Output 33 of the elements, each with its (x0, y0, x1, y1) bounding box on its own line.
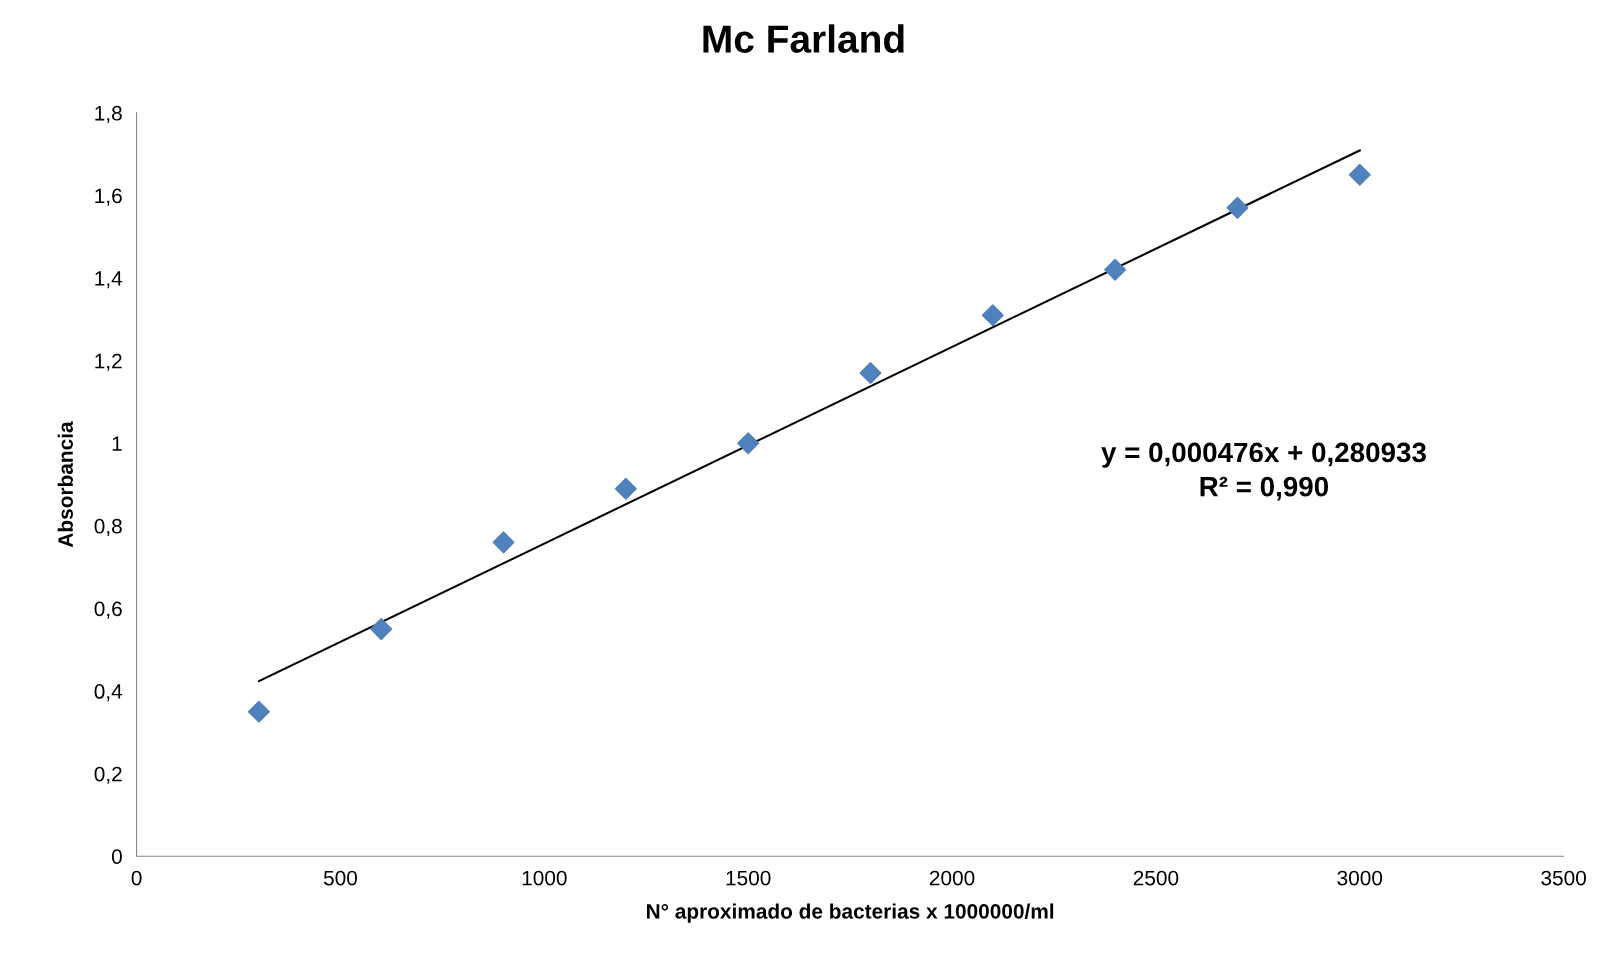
x-tick-label: 1500 (726, 870, 771, 886)
point (370, 618, 393, 641)
x-tick-label: 2000 (929, 870, 975, 886)
y-tick-label: 1,8 (95, 105, 122, 124)
y-tick-label: 1,2 (95, 353, 122, 371)
y-axis-title: Absorbancia (57, 421, 73, 548)
x-tick-label: 0 (131, 870, 142, 886)
point (1226, 196, 1249, 219)
annotation: R² = 0,990 (1200, 476, 1329, 501)
x-axis-title: N° aproximado de bacterias x 1000000/ml (647, 903, 1054, 923)
y-tick-label: 1 (112, 436, 122, 451)
y-tick-label: 0 (111, 849, 122, 864)
x-tick-label: 2500 (1133, 870, 1179, 886)
x-tick-label: 3500 (1541, 870, 1586, 886)
y-tick-label: 0,6 (94, 601, 122, 619)
x-tick-label: 500 (323, 870, 358, 886)
point (492, 531, 515, 554)
y-tick-label: 0,4 (94, 684, 123, 702)
annotation: y = 0,000476x + 0,280933 (1101, 442, 1426, 468)
chart-title: Mc Farland (703, 24, 904, 53)
x-tick-label: 1000 (522, 870, 567, 886)
point (1348, 163, 1371, 186)
y-tick-label: 1,6 (95, 188, 122, 206)
point (859, 362, 882, 385)
point (614, 477, 637, 500)
x-tick-label: 3000 (1337, 870, 1383, 886)
point (247, 700, 270, 723)
y-tick-label: 0,8 (94, 518, 122, 537)
point (737, 432, 760, 455)
y-tick-label: 0,2 (94, 766, 122, 784)
point (1104, 258, 1127, 281)
y-tick-label: 1,4 (95, 271, 123, 289)
point (981, 304, 1004, 327)
